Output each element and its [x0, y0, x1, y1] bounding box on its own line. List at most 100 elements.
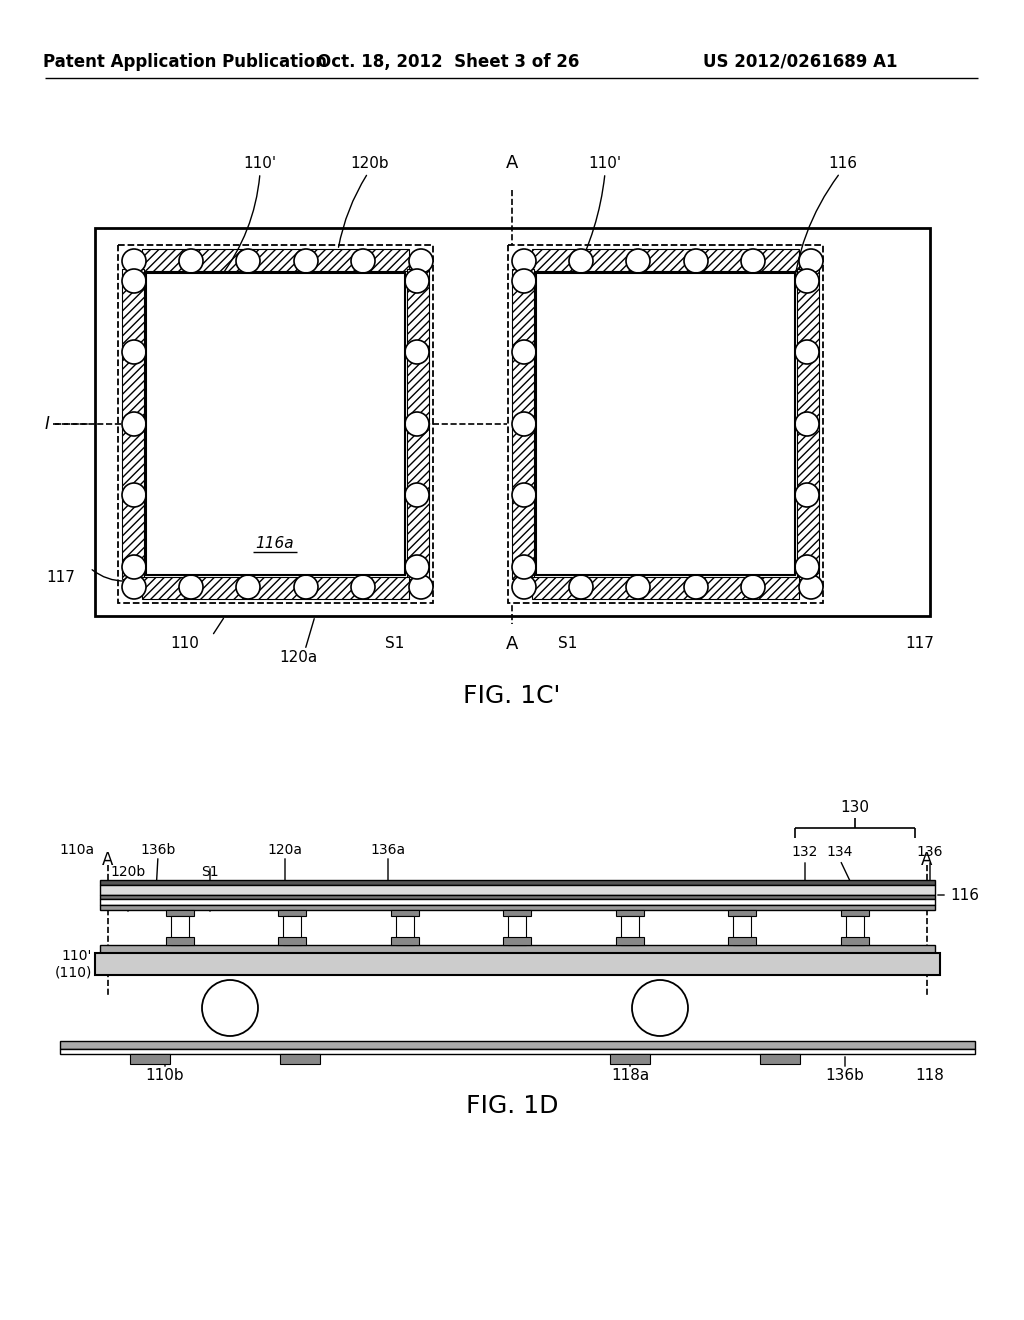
Circle shape — [406, 269, 429, 293]
Bar — [532, 249, 799, 271]
Bar — [171, 916, 189, 945]
Circle shape — [653, 289, 677, 313]
Text: 130: 130 — [841, 800, 869, 816]
Bar — [100, 945, 935, 953]
Circle shape — [409, 249, 433, 273]
Circle shape — [554, 371, 578, 395]
Circle shape — [753, 453, 777, 477]
Circle shape — [164, 535, 188, 558]
Circle shape — [362, 371, 387, 395]
Bar — [841, 937, 869, 945]
Bar — [166, 937, 194, 945]
Circle shape — [569, 576, 593, 599]
Text: (110): (110) — [54, 965, 92, 979]
Text: 110: 110 — [171, 636, 200, 652]
Circle shape — [554, 453, 578, 477]
Text: 110': 110' — [244, 156, 276, 170]
Bar — [166, 909, 194, 916]
Circle shape — [236, 576, 260, 599]
Bar — [60, 1041, 975, 1049]
Bar — [797, 269, 819, 579]
Bar — [146, 273, 406, 576]
Bar — [142, 577, 409, 599]
Text: 136: 136 — [916, 845, 943, 859]
Circle shape — [799, 249, 823, 273]
Bar — [760, 1053, 800, 1064]
Text: A: A — [506, 635, 518, 653]
Bar — [728, 937, 756, 945]
Bar — [95, 228, 930, 616]
Circle shape — [799, 576, 823, 599]
Circle shape — [351, 576, 375, 599]
Text: S1: S1 — [385, 636, 404, 652]
Bar — [60, 1049, 975, 1053]
Text: 120b: 120b — [111, 865, 145, 879]
Text: 117: 117 — [46, 570, 75, 586]
Text: S1: S1 — [558, 636, 578, 652]
Circle shape — [263, 371, 287, 395]
Circle shape — [263, 535, 287, 558]
Circle shape — [741, 576, 765, 599]
Text: FIG. 1D: FIG. 1D — [466, 1094, 558, 1118]
Bar — [532, 577, 799, 599]
Circle shape — [512, 554, 536, 579]
Text: I': I' — [520, 414, 529, 433]
Circle shape — [795, 412, 819, 436]
Circle shape — [179, 576, 203, 599]
Circle shape — [294, 249, 318, 273]
Circle shape — [626, 576, 650, 599]
Circle shape — [406, 412, 429, 436]
Text: 110b: 110b — [145, 1068, 184, 1084]
Bar — [508, 916, 526, 945]
Circle shape — [362, 453, 387, 477]
Circle shape — [202, 979, 258, 1036]
Text: A: A — [102, 851, 114, 869]
Bar — [610, 1053, 650, 1064]
Circle shape — [512, 269, 536, 293]
Text: 116: 116 — [950, 887, 979, 903]
Circle shape — [406, 483, 429, 507]
Bar — [118, 246, 433, 603]
Circle shape — [406, 341, 429, 364]
Circle shape — [795, 554, 819, 579]
Text: 136b: 136b — [825, 1068, 864, 1084]
Text: US 2012/0261689 A1: US 2012/0261689 A1 — [702, 53, 897, 71]
Circle shape — [653, 535, 677, 558]
Text: 120b: 120b — [350, 156, 389, 170]
Circle shape — [122, 412, 146, 436]
Circle shape — [179, 249, 203, 273]
Bar — [278, 909, 306, 916]
Circle shape — [753, 371, 777, 395]
Circle shape — [753, 289, 777, 313]
Bar — [512, 269, 534, 579]
Text: Patent Application Publication: Patent Application Publication — [43, 53, 327, 71]
Text: 134: 134 — [826, 845, 853, 859]
Bar — [391, 937, 419, 945]
Text: 118: 118 — [915, 1068, 944, 1084]
Text: 118a: 118a — [611, 1068, 649, 1084]
Bar — [508, 246, 823, 603]
Bar — [621, 916, 639, 945]
Bar — [278, 937, 306, 945]
Circle shape — [684, 249, 708, 273]
Text: 132: 132 — [792, 845, 818, 859]
Text: A: A — [922, 851, 933, 869]
Circle shape — [122, 341, 146, 364]
Text: 110a: 110a — [59, 843, 95, 857]
Text: 136b: 136b — [140, 843, 176, 857]
Circle shape — [753, 535, 777, 558]
Circle shape — [512, 341, 536, 364]
Bar — [391, 909, 419, 916]
Circle shape — [164, 289, 188, 313]
Circle shape — [653, 453, 677, 477]
Circle shape — [409, 576, 433, 599]
Text: 110': 110' — [61, 949, 92, 964]
Text: 116a: 116a — [256, 536, 294, 550]
Circle shape — [741, 249, 765, 273]
Circle shape — [122, 576, 146, 599]
Circle shape — [164, 371, 188, 395]
Bar — [503, 937, 531, 945]
Text: I: I — [45, 414, 49, 433]
Bar — [407, 269, 429, 579]
Bar — [733, 916, 751, 945]
